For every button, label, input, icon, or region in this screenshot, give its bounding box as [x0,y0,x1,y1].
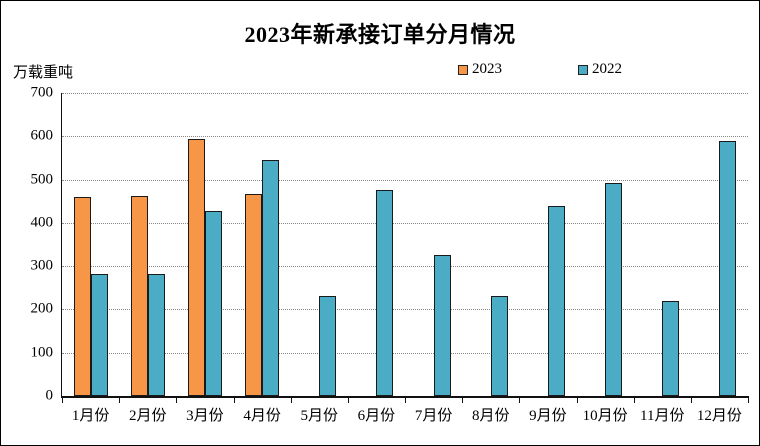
legend-swatch-2022-icon [578,64,588,75]
gridline-300 [62,266,748,268]
bar-2022-8月份 [490,295,508,396]
x-axis-tickmark [176,396,178,403]
bar-2023-4月份 [245,193,263,396]
y-tick-label-400: 400 [30,214,54,231]
y-tick-label-500: 500 [30,171,54,188]
bar-2022-1月份 [90,274,108,396]
x-axis-tickmark [633,396,635,403]
x-tick-label-11: 11月份 [640,408,685,424]
y-tick-label-600: 600 [30,127,54,144]
x-axis-tickmark [347,396,349,403]
x-tick-label-12: 12月份 [696,408,742,424]
legend-item-2022: 2022 [578,62,622,77]
x-tick-label-10: 10月份 [582,408,628,424]
x-tick-label-1: 1月份 [71,408,110,424]
x-axis-tickmark [576,396,578,403]
gridline-700 [62,93,748,94]
bar-2022-7月份 [433,255,451,396]
legend-label-2023: 2023 [472,61,502,77]
legend: 2023 2022 [458,62,622,77]
x-axis-tickmark [748,396,749,403]
legend-label-2022: 2022 [592,61,622,77]
chart-title: 2023年新承接订单分月情况 [244,22,516,47]
bar-2022-4月份 [262,159,280,396]
y-axis-unit-label: 万载重吨 [13,65,74,81]
x-tick-label-8: 8月份 [471,408,510,424]
gridline-500 [62,179,748,181]
gridline-600 [62,136,748,138]
bar-2022-3月份 [204,210,222,396]
bar-2022-11月份 [662,300,680,396]
bar-2022-10月份 [605,183,623,396]
x-tick-label-7: 7月份 [414,408,453,424]
x-axis-tickmark [405,396,406,403]
x-tick-label-6: 6月份 [357,408,396,424]
bar-2022-6月份 [376,190,394,396]
bar-2022-9月份 [547,205,565,396]
x-tick-label-3: 3月份 [186,408,224,424]
x-axis-tickmark [462,396,464,403]
x-tick-label-2: 2月份 [128,408,167,424]
gridline-100 [62,352,748,354]
x-tick-label-9: 9月份 [529,408,567,424]
plot-area: 0 100 200 300 400 500 600 700 1月份 2月份 3月份 4月份 5月份 6月份… [31,85,749,424]
bar-2022-5月份 [319,296,337,396]
y-tick-label-200: 200 [30,300,54,317]
legend-swatch-2023-icon [458,64,468,75]
gridline-400 [62,222,748,224]
legend-item-2023: 2023 [458,62,502,77]
x-axis-tickmark [233,396,235,403]
bar-2023-1月份 [73,196,91,396]
y-tick-label-0: 0 [45,387,54,404]
y-tick-label-700: 700 [30,84,54,101]
x-axis-tickmark [519,396,521,403]
y-tick-label-300: 300 [30,257,54,274]
bar-2022-2月份 [147,273,165,396]
bar-2023-3月份 [187,138,205,396]
x-tick-label-5: 5月份 [300,408,339,424]
x-tick-label-4: 4月份 [243,408,281,424]
gridline-200 [62,309,748,311]
x-axis-tickmark [62,396,63,403]
x-axis-tickmark [290,396,292,403]
x-axis-tickmark [119,396,121,403]
y-tick-label-100: 100 [30,344,54,361]
bar-2023-2月份 [130,196,148,396]
x-axis-tickmark [690,396,692,403]
bar-2022-12月份 [719,140,737,396]
